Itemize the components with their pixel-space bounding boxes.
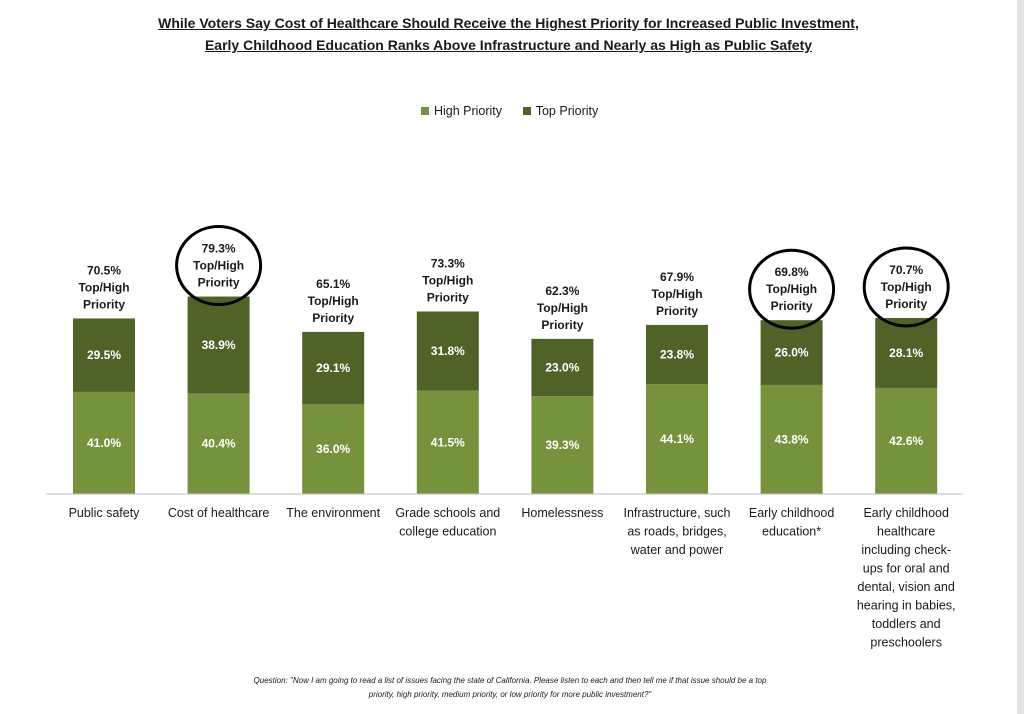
total-label: Top/High <box>78 280 129 294</box>
category-label: healthcare <box>877 525 935 539</box>
window-edge <box>1017 0 1024 714</box>
data-label-top-priority: 31.8% <box>431 344 465 358</box>
bar-high-priority <box>760 384 823 494</box>
category-label: including check- <box>861 543 951 557</box>
legend-swatch-high-priority <box>421 107 429 115</box>
category-label: dental, vision and <box>858 580 955 594</box>
bar-top-priority <box>646 324 708 385</box>
data-label-high-priority: 41.5% <box>431 435 465 449</box>
chart-title: While Voters Say Cost of Healthcare Shou… <box>0 12 1017 56</box>
legend-swatch-top-priority <box>523 107 531 115</box>
total-label: 73.3% <box>431 256 465 270</box>
data-label-top-priority: 23.8% <box>660 348 694 362</box>
total-label: 62.3% <box>545 284 579 298</box>
legend-label-top-priority: Top Priority <box>536 104 599 118</box>
category-label: education* <box>762 525 821 539</box>
data-label-high-priority: 39.3% <box>545 438 579 452</box>
bar-high-priority <box>73 391 135 494</box>
category-label: The environment <box>286 506 380 520</box>
bar-high-priority <box>875 387 938 494</box>
title-line-1: While Voters Say Cost of Healthcare Shou… <box>158 15 859 31</box>
bar-top-priority <box>73 318 135 392</box>
bar-top-priority <box>187 296 250 394</box>
bar-high-priority <box>302 404 365 494</box>
total-label: 67.9% <box>660 270 694 284</box>
total-label: 65.1% <box>316 277 350 291</box>
total-label: Top/High <box>308 294 359 308</box>
data-label-high-priority: 40.4% <box>202 437 236 451</box>
data-label-high-priority: 44.1% <box>660 432 694 446</box>
data-label-top-priority: 29.1% <box>316 361 350 375</box>
total-label: Top/High <box>193 259 244 273</box>
total-label: Priority <box>83 297 125 311</box>
bar-high-priority <box>531 396 594 494</box>
bar-top-priority <box>760 320 823 385</box>
category-label: hearing in babies, <box>857 599 956 613</box>
total-label: Priority <box>885 297 927 311</box>
data-label-top-priority: 23.0% <box>545 361 579 375</box>
total-label: 69.8% <box>775 265 809 279</box>
category-label: Homelessness <box>521 506 603 520</box>
total-label: Top/High <box>651 287 702 301</box>
footnote-line-1: Question: "Now I am going to read a list… <box>253 676 767 685</box>
total-label: Priority <box>198 276 240 290</box>
data-label-high-priority: 36.0% <box>316 442 350 456</box>
total-label: Priority <box>312 311 354 325</box>
data-label-top-priority: 26.0% <box>775 346 809 360</box>
bar-top-priority <box>875 317 938 388</box>
data-label-top-priority: 38.9% <box>202 338 236 352</box>
data-label-high-priority: 42.6% <box>889 434 923 448</box>
title-line-2: Early Childhood Education Ranks Above In… <box>204 37 813 53</box>
total-label: Top/High <box>881 280 932 294</box>
bar-high-priority <box>416 390 479 494</box>
category-label: preschoolers <box>870 636 942 650</box>
data-label-high-priority: 43.8% <box>775 432 809 446</box>
footnote-line-2: priority, high priority, medium priority… <box>368 690 652 699</box>
total-label: 79.3% <box>202 242 236 256</box>
category-label: water and power <box>630 543 723 557</box>
category-label: Infrastructure, such <box>624 506 731 520</box>
total-label: Priority <box>771 299 813 313</box>
bar-top-priority <box>531 338 594 397</box>
highlight-circle <box>175 225 263 307</box>
total-label: Top/High <box>422 273 473 287</box>
total-label: Top/High <box>766 282 817 296</box>
category-label: Public safety <box>69 506 141 520</box>
category-label: Early childhood <box>863 506 949 520</box>
highlight-circle <box>748 248 836 330</box>
data-label-top-priority: 28.1% <box>889 346 923 360</box>
total-label: 70.5% <box>87 263 121 277</box>
bar-top-priority <box>416 311 479 391</box>
data-label-high-priority: 41.0% <box>87 436 121 450</box>
bar-top-priority <box>302 331 365 405</box>
data-label-top-priority: 29.5% <box>87 348 121 362</box>
category-label: college education <box>399 525 496 539</box>
total-label: Priority <box>427 290 469 304</box>
total-label: Priority <box>541 318 583 332</box>
legend-label-high-priority: High Priority <box>434 104 503 118</box>
total-label: Priority <box>656 304 698 318</box>
bar-high-priority <box>646 384 708 494</box>
category-label: ups for oral and <box>863 562 950 576</box>
category-label: Grade schools and <box>395 506 500 520</box>
total-label: 70.7% <box>889 263 923 277</box>
footnote: Question: "Now I am going to read a list… <box>150 674 870 702</box>
category-label: Early childhood <box>749 506 835 520</box>
total-label: Top/High <box>537 301 588 315</box>
category-label: as roads, bridges, <box>627 525 726 539</box>
category-label: Cost of healthcare <box>168 506 269 520</box>
category-label: toddlers and <box>872 617 941 631</box>
bar-high-priority <box>187 393 250 494</box>
highlight-circle <box>862 246 950 328</box>
